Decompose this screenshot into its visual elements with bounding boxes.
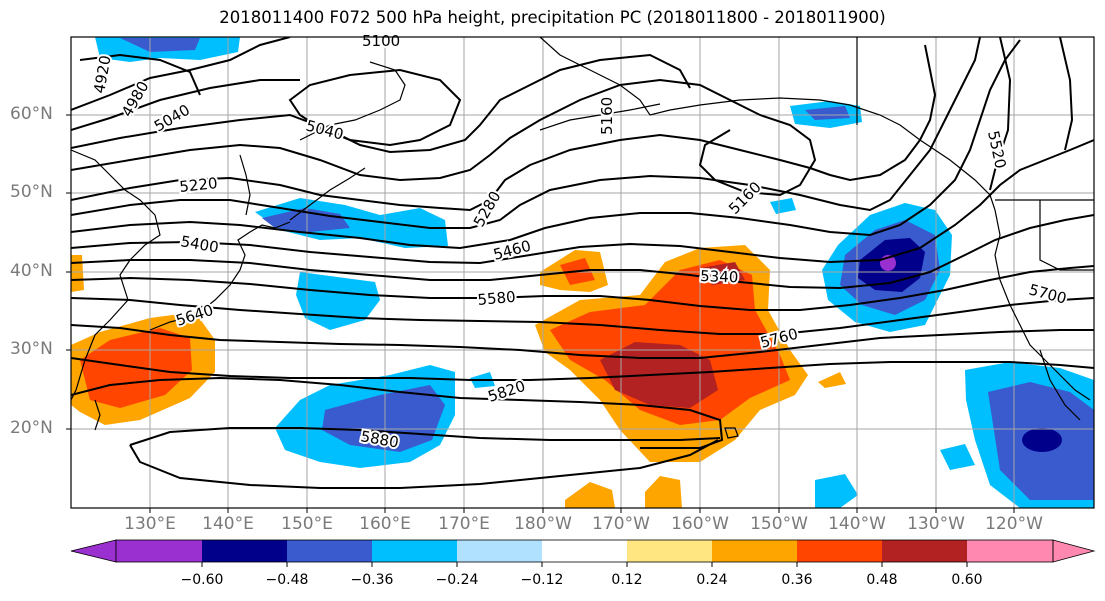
contour-label-5160: 5160 — [598, 97, 616, 135]
lat-label-20n: 20°N — [10, 418, 53, 438]
lat-label-50n: 50°N — [10, 182, 53, 202]
contour-line — [288, 68, 462, 147]
colorbar-extend-high — [1052, 539, 1096, 563]
contour-line — [71, 39, 1021, 250]
precip-region-positive — [645, 476, 682, 508]
colorbar-segment — [627, 540, 712, 562]
colorbar-tick-label: −0.24 — [435, 572, 479, 588]
contour-line — [71, 139, 1094, 265]
contour-line — [71, 37, 291, 111]
contour-line — [1059, 37, 1074, 151]
lon-label: 130°W — [907, 514, 965, 534]
coastline-na-west — [994, 209, 1091, 401]
colorbar-segment — [797, 540, 882, 562]
lon-label: 120°W — [985, 514, 1043, 534]
lon-label: 150°E — [281, 514, 333, 534]
precip-region-positive — [818, 372, 846, 388]
contour-line — [71, 79, 300, 131]
coastline-kurils — [289, 167, 366, 221]
contour-line — [71, 297, 1094, 335]
colorbar-segment — [882, 540, 967, 562]
precip-region-negative — [120, 38, 200, 52]
contour-line — [129, 427, 721, 446]
axis-ticks — [66, 114, 1015, 513]
colorbar-tick-label: 0.12 — [611, 572, 643, 588]
contour-label-5340: 5340 — [700, 267, 739, 286]
height-contours — [71, 37, 1094, 489]
precip-region-negative — [770, 198, 796, 214]
colorbar-extend-low — [70, 539, 117, 563]
colorbar-tick-label: 0.48 — [866, 572, 898, 588]
colorbar-segment — [712, 540, 797, 562]
lat-label-40n: 40°N — [10, 261, 53, 281]
contour-line — [71, 214, 1094, 290]
border-states — [1039, 200, 1094, 271]
colorbar-segment — [542, 540, 627, 562]
contour-line — [79, 53, 201, 96]
colorbar-tick-label: −0.60 — [180, 572, 224, 588]
colorbar-tick-label: −0.48 — [265, 572, 309, 588]
precip-region-positive — [550, 260, 790, 425]
coastline-kamchatka — [299, 61, 406, 141]
contour-label-5580: 5580 — [477, 288, 517, 309]
colorbar — [70, 539, 1096, 567]
colorbar-segment — [202, 540, 287, 562]
contour-line — [71, 53, 691, 154]
coastline-hawaii — [724, 427, 739, 439]
colorbar-tick-label: −0.36 — [350, 572, 394, 588]
colorbar-segment — [116, 540, 202, 562]
coastline-sakhalin — [239, 154, 251, 216]
precip-region-negative — [815, 474, 858, 508]
map-title: 2018011400 F072 500 hPa height, precipit… — [219, 8, 886, 27]
precip-region-negative — [262, 208, 350, 232]
contour-line — [129, 439, 719, 489]
contour-line — [71, 44, 937, 212]
contour-line — [71, 78, 817, 197]
lon-label: 180°W — [514, 514, 572, 534]
lon-label: 130°E — [124, 514, 176, 534]
contour-line — [71, 37, 981, 229]
colorbar-tick-label: −0.12 — [520, 572, 564, 588]
contour-line — [71, 265, 1094, 311]
precip-region-positive — [71, 255, 84, 292]
precip-region-negative — [1022, 428, 1062, 452]
coastline-asia — [71, 149, 161, 401]
precip-region-positive — [565, 482, 615, 508]
lon-label: 160°E — [359, 514, 411, 534]
lat-label-60n: 60°N — [10, 104, 53, 124]
lon-label: 160°W — [671, 514, 729, 534]
contour-line — [71, 324, 1094, 359]
colorbar-segment — [457, 540, 542, 562]
colorbar-tick-label: 0.36 — [781, 572, 813, 588]
lon-label: 170°W — [592, 514, 650, 534]
lon-label: 140°W — [828, 514, 886, 534]
graticule — [71, 37, 1094, 508]
contour-line — [71, 376, 724, 449]
precip-region-negative — [940, 444, 975, 470]
contour-label-5100: 5100 — [362, 32, 400, 50]
colorbar-tick-label: 0.24 — [696, 572, 728, 588]
colorbar-segment — [967, 540, 1053, 562]
lon-label: 150°W — [750, 514, 808, 534]
colorbar-segment — [287, 540, 372, 562]
coastline-aleutians — [539, 103, 661, 131]
colorbar-segment — [372, 540, 457, 562]
colorbar-tick-label: 0.60 — [951, 572, 983, 588]
precip-region-negative — [805, 106, 850, 120]
contour-line — [989, 37, 1012, 191]
lat-label-30n: 30°N — [10, 339, 53, 359]
contour-line — [71, 357, 1094, 381]
precip-region-positive — [700, 262, 745, 285]
coastline-taiwan — [94, 399, 101, 431]
lon-label: 170°E — [438, 514, 490, 534]
lon-label: 140°E — [202, 514, 254, 534]
precip-region-negative — [322, 385, 445, 452]
